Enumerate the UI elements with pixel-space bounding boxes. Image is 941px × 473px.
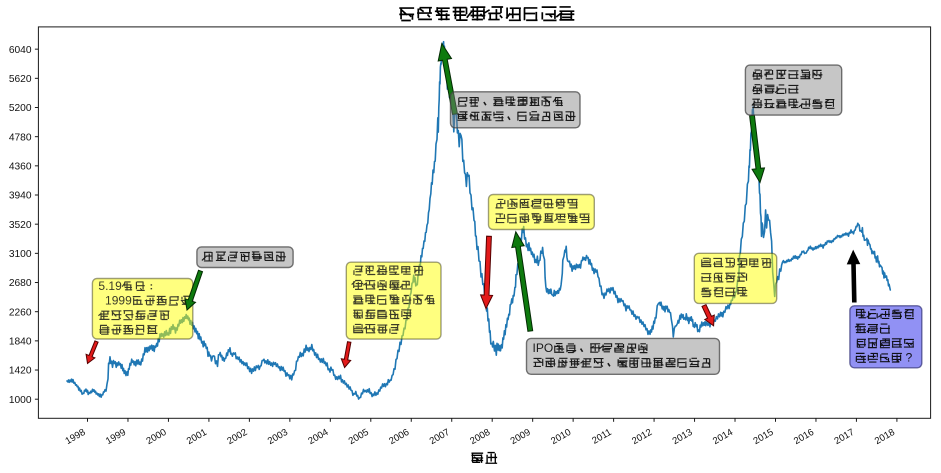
svg-text:?: ? — [906, 351, 913, 365]
svg-text:2260: 2260 — [9, 307, 32, 318]
svg-text:1999: 1999 — [98, 294, 132, 308]
svg-text:5620: 5620 — [9, 74, 32, 85]
svg-text:6040: 6040 — [9, 45, 32, 56]
svg-text:4780: 4780 — [9, 132, 32, 143]
svg-text:3100: 3100 — [9, 249, 32, 260]
svg-text:2680: 2680 — [9, 278, 32, 289]
svg-text:3520: 3520 — [9, 220, 32, 231]
svg-text:1420: 1420 — [9, 366, 32, 377]
svg-text:3940: 3940 — [9, 191, 32, 202]
svg-text:1840: 1840 — [9, 337, 32, 348]
svg-text:1000: 1000 — [9, 395, 32, 406]
svg-text:4360: 4360 — [9, 162, 32, 173]
svg-text:5.19: 5.19 — [98, 279, 122, 293]
svg-text:IPO: IPO — [533, 341, 554, 355]
svg-text:5200: 5200 — [9, 103, 32, 114]
